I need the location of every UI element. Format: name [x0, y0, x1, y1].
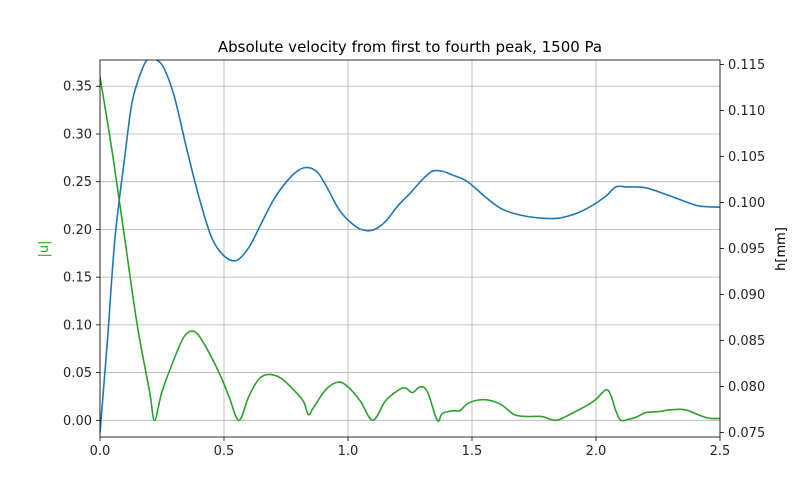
x-tick-label: 1.5 [462, 444, 483, 459]
y-right-tick-label: 0.110 [728, 104, 765, 119]
x-tick-label: 0.5 [214, 444, 235, 459]
y-left-tick-label: 0.10 [63, 318, 92, 333]
y-left-tick-label: 0.35 [63, 80, 92, 95]
y-left-tick-label: 0.15 [63, 271, 92, 286]
y-right-tick-label: 0.090 [728, 288, 765, 303]
x-tick-label: 0.0 [90, 444, 111, 459]
x-tick-label: 2.5 [710, 444, 731, 459]
y-axis-right-label: h[mm] [774, 227, 789, 271]
y-right-tick-label: 0.100 [728, 196, 765, 211]
y-left-tick-label: 0.20 [63, 223, 92, 238]
y-left-tick-label: 0.30 [63, 127, 92, 142]
y-right-tick-label: 0.075 [728, 426, 765, 441]
y-left-tick-label: 0.25 [63, 175, 92, 190]
y-right-tick-label: 0.085 [728, 334, 765, 349]
grid [99, 60, 721, 437]
chart-title: Absolute velocity from first to fourth p… [218, 38, 602, 56]
y-right-tick-label: 0.105 [728, 150, 765, 165]
y-right-tick-label: 0.115 [728, 58, 765, 73]
series-line-h [100, 60, 720, 433]
y-axis-left: 0.00 0.05 0.10 0.15 0.20 0.25 0.30 0.35 [63, 80, 100, 429]
y-axis-right: 0.075 0.080 0.085 0.090 0.095 0.100 0.105 0.110… [720, 58, 765, 441]
series-layer [100, 60, 720, 433]
y-right-tick-label: 0.095 [728, 242, 765, 257]
y-axis-left-label: |u| [37, 241, 52, 258]
x-tick-label: 1.0 [338, 444, 359, 459]
y-left-tick-label: 0.00 [63, 414, 92, 429]
plot-frame [99, 59, 721, 438]
series-line-u [100, 76, 720, 422]
x-axis: 0.0 0.5 1.0 1.5 2.0 2.5 [90, 437, 731, 459]
y-right-tick-label: 0.080 [728, 380, 765, 395]
x-tick-label: 2.0 [586, 444, 607, 459]
y-left-tick-label: 0.05 [63, 366, 92, 381]
